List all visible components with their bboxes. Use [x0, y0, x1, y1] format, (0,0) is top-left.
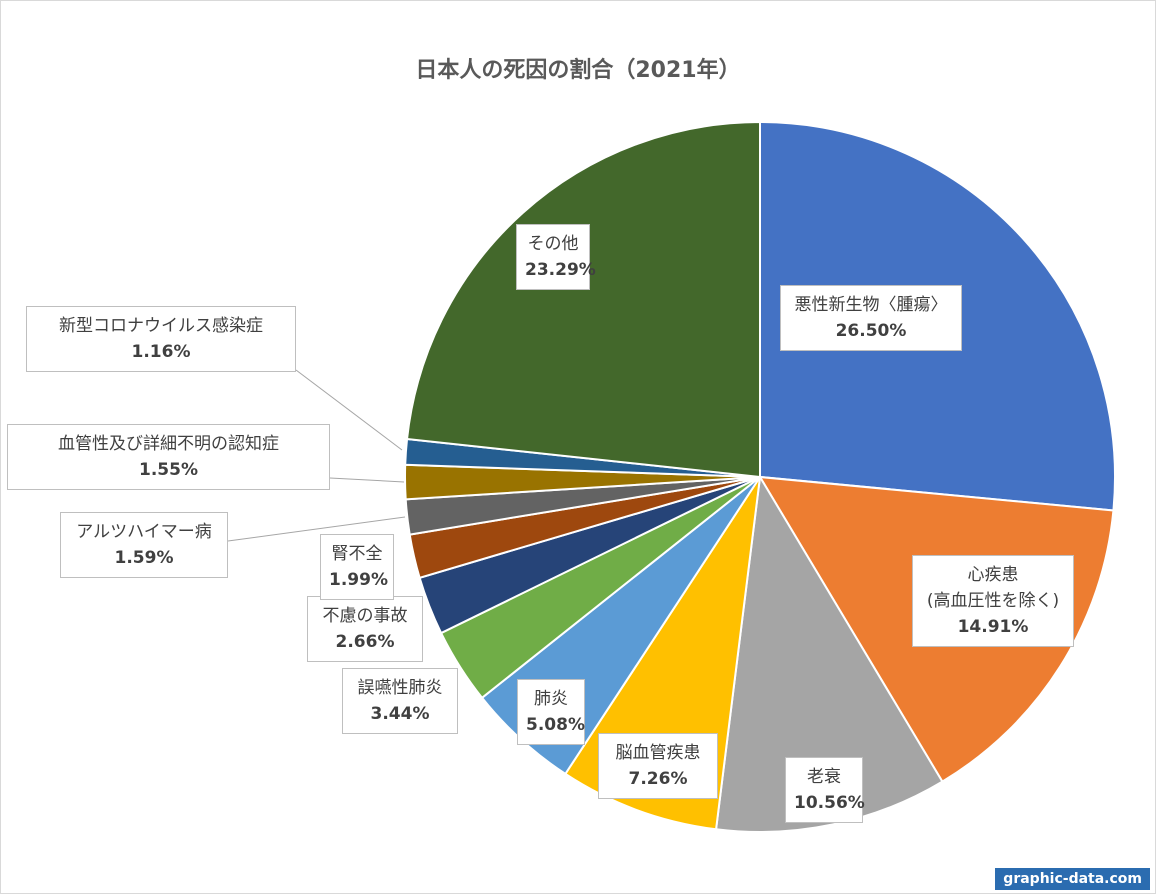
- data-label: その他 23.29%: [516, 224, 596, 290]
- data-label: 肺炎 5.08%: [517, 679, 585, 745]
- slice-percent: 26.50%: [835, 321, 907, 341]
- pie-slice: [714, 473, 944, 833]
- data-label: 新型コロナウイルス感染症 1.16%: [26, 306, 296, 372]
- slice-name: アルツハイマー病: [76, 522, 212, 542]
- slice-percent: 23.29%: [525, 260, 596, 280]
- slice-percent: 3.44%: [370, 704, 430, 724]
- slice-name: 血管性及び詳細不明の認知症: [58, 434, 279, 454]
- slice-name: 悪性新生物〈腫瘍〉: [794, 295, 948, 315]
- leader-line: [227, 516, 406, 542]
- slice-percent: 10.56%: [794, 793, 865, 813]
- slice-name: 脳血管疾患: [615, 743, 701, 763]
- slice-percent: 1.16%: [131, 342, 191, 362]
- data-label: 誤嚥性肺炎 3.44%: [342, 668, 458, 734]
- slice-percent: 7.26%: [628, 769, 688, 789]
- slice-name: その他: [527, 234, 579, 254]
- slice-name: (高血圧性を除く): [926, 591, 1060, 611]
- slice-name: 肺炎: [534, 689, 568, 709]
- data-label: 悪性新生物〈腫瘍〉 26.50%: [780, 285, 962, 351]
- data-label: 脳血管疾患 7.26%: [598, 733, 718, 799]
- data-label: 心疾患 (高血圧性を除く) 14.91%: [912, 555, 1074, 647]
- data-label: 血管性及び詳細不明の認知症 1.55%: [7, 424, 330, 490]
- data-label: 老衰 10.56%: [785, 757, 865, 823]
- slice-name: 老衰: [807, 767, 841, 787]
- slice-name: 不慮の事故: [322, 606, 408, 626]
- slice-percent: 1.59%: [114, 548, 174, 568]
- slice-percent: 14.91%: [957, 617, 1029, 637]
- data-label: 腎不全 1.99%: [320, 534, 394, 600]
- data-label: 不慮の事故 2.66%: [307, 596, 423, 662]
- slice-percent: 1.55%: [139, 460, 198, 480]
- data-label: アルツハイマー病 1.59%: [60, 512, 228, 578]
- slice-name: 誤嚥性肺炎: [357, 678, 443, 698]
- watermark: graphic-data.com: [995, 868, 1150, 890]
- slice-name: 心疾患: [967, 565, 1019, 585]
- leader-line: [295, 369, 403, 451]
- leader-line: [329, 477, 405, 483]
- slice-name: 新型コロナウイルス感染症: [59, 316, 263, 336]
- pie-slice: [405, 120, 761, 479]
- slice-percent: 2.66%: [335, 632, 395, 652]
- slice-name: 腎不全: [331, 544, 383, 564]
- chart-title: 日本人の死因の割合（2021年）: [415, 58, 741, 83]
- slice-percent: 5.08%: [526, 715, 585, 735]
- slice-percent: 1.99%: [329, 570, 388, 590]
